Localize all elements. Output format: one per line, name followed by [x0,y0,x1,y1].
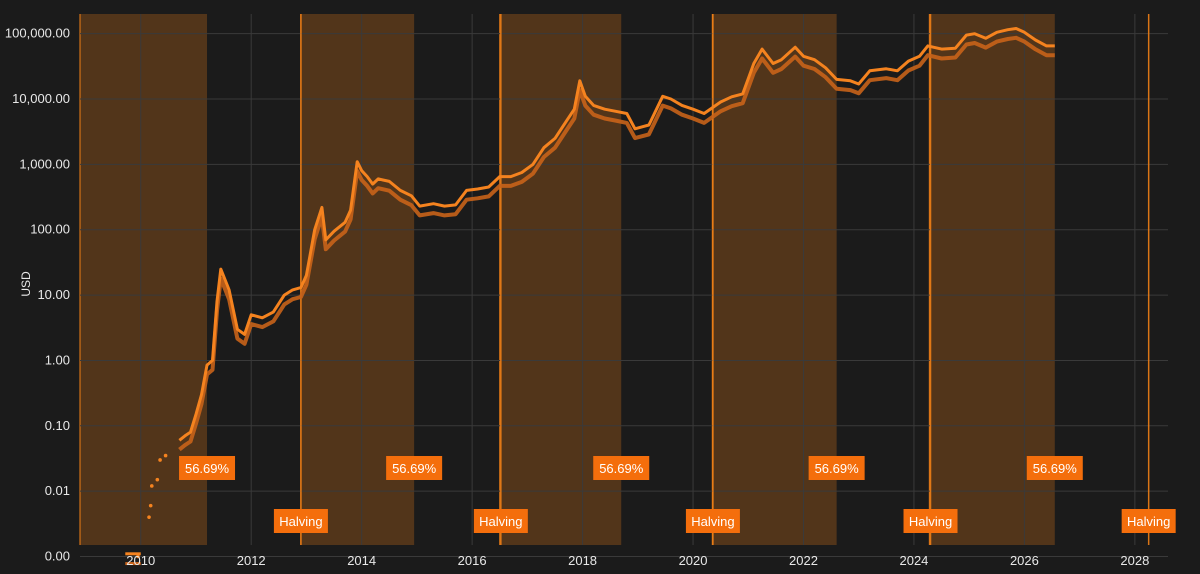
y-tick-label-1: 0.01 [45,483,70,498]
halving-badge-label-1: Halving [479,514,522,529]
halving-badge-3 [903,509,958,533]
percentage-badge-label-1: 56.69% [392,461,437,476]
early-price-point-2 [148,503,153,508]
percentage-badge-1 [386,456,443,480]
y-tick-label-8: 100,000.00 [5,26,70,41]
x-tick-label-0: 2010 [126,553,155,568]
percentage-badge-3 [808,456,865,480]
percentage-badge-label-0: 56.69% [185,461,230,476]
halving-badge-1 [473,509,528,533]
halving-badge-label-2: Halving [691,514,734,529]
x-axis-ticks: 2010 2012 2014 2016 2018 2020 2022 2024 2026 2028 [126,553,1149,568]
price-shadow-line [178,35,1055,452]
price-series [125,27,1055,566]
halving-badge-label-4: Halving [1127,514,1170,529]
x-tick-label-9: 2028 [1120,553,1149,568]
x-tick-label-5: 2020 [679,553,708,568]
halving-badge-0 [273,509,328,533]
y-axis-ticks: 0.00 0.01 0.10 1.00 10.00 100.00 1,000.00 10,00… [5,26,70,564]
y-tick-label-4: 10.00 [37,287,70,302]
percentage-badge-4 [1026,456,1083,480]
halving-badge-label-0: Halving [279,514,322,529]
early-price-point-6 [163,453,168,458]
early-price-point-3 [149,484,154,488]
early-price-point-1 [147,515,151,519]
halving-badge-label-3: Halving [909,514,952,529]
percentage-badge-label-2: 56.69% [599,461,644,476]
x-tick-label-2: 2014 [347,553,376,568]
y-tick-label-3: 1.00 [45,352,70,367]
halving-lines [300,14,1150,545]
y-axis-label: USD [19,271,33,297]
halving-badge-4 [1121,509,1176,533]
x-tick-label-1: 2012 [237,553,266,568]
y-tick-label-6: 1,000.00 [19,156,70,171]
x-tick-label-7: 2024 [899,553,928,568]
x-tick-label-3: 2016 [458,553,487,568]
y-tick-label-0: 0.00 [45,549,70,564]
percentage-badge-label-3: 56.69% [815,461,860,476]
percentage-badge-0 [179,456,236,480]
price-line [178,27,1055,442]
percentage-badges: 56.69% 56.69% 56.69% 56.69% 56.69% [179,456,1083,480]
y-tick-label-2: 0.10 [45,418,70,433]
halving-badges: Halving Halving Halving Halving Halving [273,509,1176,533]
percentage-badge-2 [593,456,650,480]
gridlines [80,14,1168,558]
y-tick-label-5: 100.00 [30,222,70,237]
x-tick-label-8: 2026 [1010,553,1039,568]
x-tick-label-6: 2022 [789,553,818,568]
early-price-point-0 [136,554,140,559]
halving-badge-2 [685,509,740,533]
y-tick-label-7: 10,000.00 [12,91,70,106]
percentage-badge-label-4: 56.69% [1033,461,1078,476]
x-tick-label-4: 2018 [568,553,597,568]
early-price-point-5 [158,458,162,462]
early-price-point-4 [155,477,160,482]
